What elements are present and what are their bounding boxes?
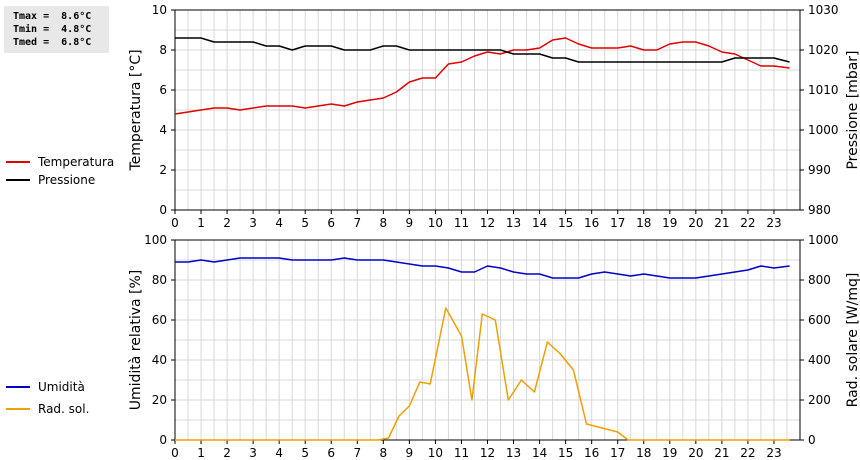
legend-label: Temperatura — [37, 155, 114, 169]
y-axis-label-left: Umidità relativa [%] — [128, 270, 144, 411]
y-left-tick-label: 60 — [152, 313, 167, 327]
x-tick-label: 20 — [688, 446, 703, 460]
legend-label: Pressione — [38, 173, 95, 187]
x-tick-label: 4 — [275, 446, 283, 460]
x-tick-label: 12 — [480, 446, 495, 460]
y-right-tick-label: 800 — [808, 273, 831, 287]
x-tick-label: 23 — [766, 446, 781, 460]
x-tick-label: 6 — [327, 446, 335, 460]
x-tick-label: 11 — [454, 216, 469, 230]
tmax-text: Tmax = 8.6°C — [13, 11, 92, 22]
legend-label: Rad. sol. — [38, 402, 89, 416]
x-tick-label: 8 — [380, 446, 388, 460]
x-tick-label: 7 — [353, 216, 361, 230]
chart-1: 0 1 2 3 4 5 6 7 8 9 10 11 12 13 14 15 16 17 18 19 20 21 22 2302… — [6, 3, 860, 230]
x-tick-label: 14 — [532, 216, 547, 230]
series-line-umidit — [175, 257, 790, 279]
y-left-tick-label: 0 — [159, 433, 167, 447]
x-tick-label: 20 — [688, 216, 703, 230]
series-line-rad-sol — [175, 307, 790, 441]
y-left-tick-label: 20 — [152, 393, 167, 407]
y-left-tick-label: 40 — [152, 353, 167, 367]
y-left-tick-label: 80 — [152, 273, 167, 287]
y-right-tick-label: 1000 — [808, 123, 839, 137]
y-axis-label-left: Temperatura [°C] — [128, 49, 144, 171]
x-tick-label: 16 — [584, 446, 599, 460]
x-tick-label: 0 — [171, 216, 179, 230]
series-line-pressione — [175, 37, 790, 63]
y-right-tick-label: 0 — [808, 433, 816, 447]
x-tick-label: 15 — [558, 216, 573, 230]
x-tick-label: 17 — [610, 446, 625, 460]
x-tick-label: 22 — [740, 446, 755, 460]
x-tick-label: 10 — [428, 446, 443, 460]
x-tick-label: 8 — [380, 216, 388, 230]
x-tick-label: 19 — [662, 446, 677, 460]
x-tick-label: 11 — [454, 446, 469, 460]
x-tick-label: 19 — [662, 216, 677, 230]
y-right-tick-label: 990 — [808, 163, 831, 177]
x-tick-label: 13 — [506, 446, 521, 460]
x-tick-label: 9 — [406, 216, 414, 230]
x-tick-label: 1 — [197, 446, 205, 460]
chart-2: 0 1 2 3 4 5 6 7 8 9 10 11 12 13 14 15 16 17 18 19 20 21 22 2302… — [6, 233, 860, 460]
x-tick-label: 13 — [506, 216, 521, 230]
x-tick-label: 4 — [275, 216, 283, 230]
x-tick-label: 15 — [558, 446, 573, 460]
y-axis-label-right: Pressione [mbar] — [845, 50, 860, 169]
x-tick-label: 16 — [584, 216, 599, 230]
series-line-temperatura — [174, 37, 790, 115]
y-left-tick-label: 4 — [159, 123, 167, 137]
y-left-tick-label: 6 — [159, 83, 167, 97]
y-right-tick-label: 1020 — [808, 43, 839, 57]
x-tick-label: 2 — [223, 446, 231, 460]
x-tick-label: 22 — [740, 216, 755, 230]
x-tick-label: 9 — [406, 446, 414, 460]
y-right-tick-label: 1030 — [808, 3, 839, 17]
x-tick-label: 12 — [480, 216, 495, 230]
y-right-tick-label: 980 — [808, 203, 831, 217]
y-left-tick-label: 10 — [152, 3, 167, 17]
tmin-text: Tmin = 4.8°C — [13, 24, 92, 35]
y-left-tick-label: 8 — [159, 43, 167, 57]
legend-label: Umidità — [38, 380, 85, 394]
y-left-tick-label: 0 — [159, 203, 167, 217]
tmed-text: Tmed = 6.8°C — [13, 37, 92, 48]
y-left-tick-label: 100 — [144, 233, 167, 247]
x-tick-label: 10 — [428, 216, 443, 230]
x-tick-label: 7 — [353, 446, 361, 460]
x-tick-label: 23 — [766, 216, 781, 230]
x-tick-label: 0 — [171, 446, 179, 460]
stats-box: Tmax = 8.6°C Tmin = 4.8°C Tmed = 6.8°C — [4, 6, 109, 53]
x-tick-label: 5 — [301, 216, 309, 230]
y-right-tick-label: 400 — [808, 353, 831, 367]
x-tick-label: 3 — [249, 446, 257, 460]
x-tick-label: 17 — [610, 216, 625, 230]
x-tick-label: 18 — [636, 216, 651, 230]
x-tick-label: 21 — [714, 216, 729, 230]
x-tick-label: 1 — [197, 216, 205, 230]
x-tick-label: 3 — [249, 216, 257, 230]
x-tick-label: 5 — [301, 446, 309, 460]
y-axis-label-right: Rad. solare [W/mq] — [845, 273, 860, 408]
x-tick-label: 2 — [223, 216, 231, 230]
y-right-tick-label: 1000 — [808, 233, 839, 247]
y-left-tick-label: 2 — [159, 163, 167, 177]
x-tick-label: 6 — [327, 216, 335, 230]
y-right-tick-label: 200 — [808, 393, 831, 407]
x-tick-label: 18 — [636, 446, 651, 460]
x-tick-label: 21 — [714, 446, 729, 460]
x-tick-label: 14 — [532, 446, 547, 460]
y-right-tick-label: 1010 — [808, 83, 839, 97]
y-right-tick-label: 600 — [808, 313, 831, 327]
